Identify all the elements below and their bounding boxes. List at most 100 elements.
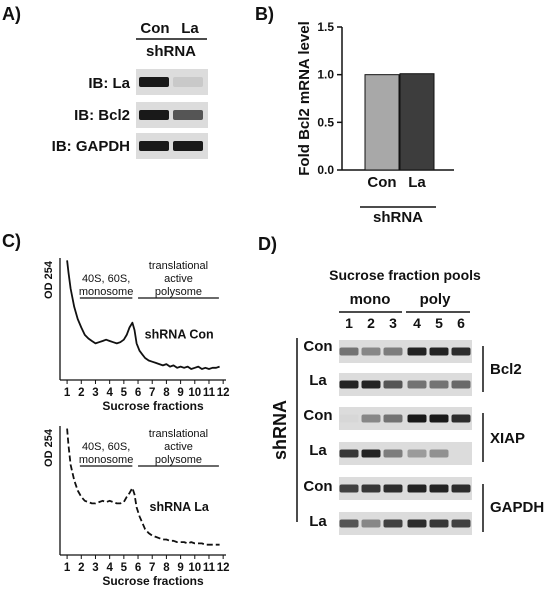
panel-d-side-label: shRNA — [270, 400, 290, 460]
panel-d-blot-2-band-2 — [361, 380, 381, 389]
profile-2-trace — [66, 428, 220, 546]
profile-1-xtick-label-5: 5 — [121, 387, 128, 399]
panel-d-blot-2-band-4 — [407, 380, 427, 389]
panel-d-blot-5-band-5 — [429, 484, 449, 493]
profile-2-xtick-label-3: 3 — [92, 562, 98, 574]
panel-d-blot-3-band-1 — [339, 414, 359, 423]
profile-2-series-label: shRNA La — [150, 500, 210, 514]
lane-number-2: 2 — [367, 315, 375, 331]
profile-2-ylabel: OD 254 — [43, 428, 55, 467]
lane-number-1: 1 — [345, 315, 353, 331]
panel-d-blot-2-band-6 — [451, 380, 471, 389]
panel-a-blot-3-band-2 — [173, 141, 203, 151]
panel-d-letter: D) — [258, 234, 277, 254]
lane-number-6: 6 — [457, 315, 465, 331]
profile-1-region-label-left-1: monosome — [79, 286, 133, 298]
profile-2-region-label-right-1: active — [164, 441, 193, 453]
profile-2-region-label-right-2: polysome — [155, 454, 202, 466]
lane-number-5: 5 — [435, 315, 443, 331]
condition-label-5: Con — [303, 478, 332, 495]
bar-chart-ytick-label-1: 0.5 — [317, 115, 334, 129]
profile-1-xtick-label-7: 7 — [149, 387, 155, 399]
panel-d-blot-3-band-2 — [361, 414, 381, 423]
profile-1-region-label-right-2: polysome — [155, 286, 202, 298]
profile-2-xtick-label-6: 6 — [135, 562, 141, 574]
profile-1-ylabel: OD 254 — [43, 260, 55, 299]
panel-a-blot-3-band-1 — [139, 141, 169, 151]
panel-d-blot-4-band-1 — [339, 449, 359, 458]
panel-d-blots — [339, 340, 472, 535]
panel-b-group-label: shRNA — [373, 209, 423, 226]
lane-number-3: 3 — [389, 315, 397, 331]
profile-2-xtick-label-11: 11 — [203, 562, 216, 574]
profile-2-xtick-label-9: 9 — [177, 562, 183, 574]
profile-1-xlabel: Sucrose fractions — [102, 399, 204, 413]
panel-a-blot-2-band-1 — [139, 110, 169, 120]
blot-label-bcl2: IB: Bcl2 — [74, 107, 130, 124]
bar-chart-xtick-label-la: La — [408, 174, 426, 191]
bar-chart-ytick-label-0: 0.0 — [317, 163, 334, 177]
panel-d: D) Sucrose fraction pools mono poly 1 2 … — [258, 234, 544, 535]
target-label-xiap: XIAP — [490, 430, 525, 447]
condition-label-3: Con — [303, 407, 332, 424]
panel-d-blot-3-band-5 — [429, 414, 449, 423]
panel-a-blot-1-band-2 — [173, 77, 203, 87]
blot-label-la: IB: La — [88, 75, 130, 92]
profile-2-xtick-label-2: 2 — [78, 562, 84, 574]
panel-d-blot-2-membrane — [339, 373, 472, 396]
panel-d-blot-4-band-4 — [407, 449, 427, 458]
target-label-bcl2: Bcl2 — [490, 361, 522, 378]
panel-a-lane-label-con: Con — [140, 20, 169, 37]
bar-con — [364, 74, 400, 171]
bar-chart-xtick-label-con: Con — [367, 174, 396, 191]
panel-b: B) 0.0 0.5 1.0 1.5 Con La Fold Bcl2 mRNA level… — [255, 4, 454, 226]
panel-d-blot-6-band-3 — [383, 519, 403, 528]
profile-2-region-label-right-0: translational — [149, 428, 208, 440]
panel-a-blot-2-band-2 — [173, 110, 203, 120]
lane-number-4: 4 — [413, 315, 421, 331]
panel-d-blot-2-band-3 — [383, 380, 403, 389]
condition-label-2: La — [309, 372, 327, 389]
panel-d-blot-6-membrane — [339, 512, 472, 535]
panel-d-blot-4-band-2 — [361, 449, 381, 458]
profile-1-region-label-right-0: translational — [149, 260, 208, 272]
profile-1-xtick-label-12: 12 — [217, 387, 230, 399]
pool-label-poly: poly — [420, 291, 451, 308]
panel-a-lane-label-la: La — [181, 20, 199, 37]
blot-label-gapdh: IB: GAPDH — [52, 138, 130, 155]
panel-d-title: Sucrose fraction pools — [329, 267, 481, 283]
profile-1-trace — [66, 260, 220, 370]
panel-d-blot-1-band-4 — [407, 347, 427, 356]
panel-c-letter: C) — [2, 231, 21, 251]
panel-d-blot-4-band-3 — [383, 449, 403, 458]
pool-label-mono: mono — [350, 291, 391, 308]
panel-d-blot-4-band-5 — [429, 449, 449, 458]
panel-d-blot-1-band-6 — [451, 347, 471, 356]
panel-b-letter: B) — [255, 4, 274, 24]
panel-a-blots — [136, 69, 208, 159]
profile-1-xtick-label-10: 10 — [188, 387, 201, 399]
profile-1-xtick-label-4: 4 — [106, 387, 113, 399]
profile-1-region-label-right-1: active — [164, 273, 193, 285]
profile-1-xtick-label-11: 11 — [203, 387, 216, 399]
panel-d-blot-6-band-4 — [407, 519, 427, 528]
panel-d-blot-3-band-4 — [407, 414, 427, 423]
profile-2-xtick-label-12: 12 — [217, 562, 230, 574]
profile-2-xlabel: Sucrose fractions — [102, 574, 204, 588]
panel-d-blot-5-band-1 — [339, 484, 359, 493]
bar-la — [399, 73, 435, 171]
profile-2-xtick-label-4: 4 — [106, 562, 113, 574]
panel-d-blot-5-band-4 — [407, 484, 427, 493]
panel-d-blot-2-band-5 — [429, 380, 449, 389]
panel-d-blot-3-band-3 — [383, 414, 403, 423]
condition-label-6: La — [309, 513, 327, 530]
panel-a-letter: A) — [2, 4, 21, 24]
panel-d-blot-1-band-3 — [383, 347, 403, 356]
profile-2-region-label-left-0: 40S, 60S, — [82, 441, 130, 453]
profile-1-xtick-label-8: 8 — [163, 387, 170, 399]
profile-2-xtick-label-1: 1 — [64, 562, 71, 574]
panel-d-blot-6-band-1 — [339, 519, 359, 528]
